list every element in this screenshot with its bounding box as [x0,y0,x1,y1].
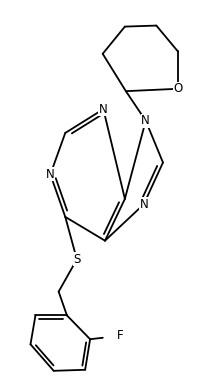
Text: N: N [139,198,148,211]
Text: N: N [99,103,108,116]
Text: S: S [73,253,80,266]
Text: N: N [46,168,55,181]
Text: N: N [141,114,150,127]
Text: O: O [173,82,183,95]
Text: F: F [117,329,123,342]
